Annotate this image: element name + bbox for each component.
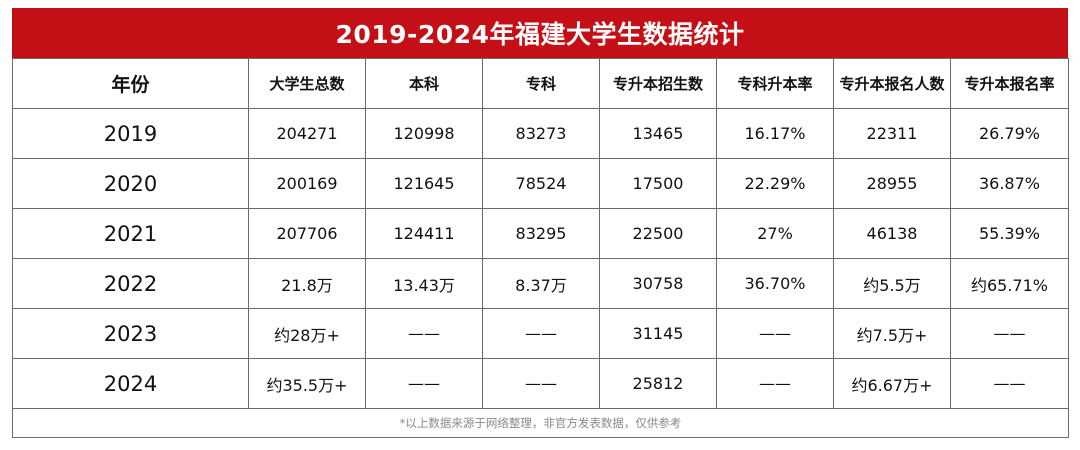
cell-upgrade-applicants: 约7.5万+ <box>833 308 951 359</box>
cell-total-students: 约28万+ <box>248 308 366 359</box>
cell-undergraduate: 121645 <box>365 158 483 209</box>
header-upgrade-rate: 专科升本率 <box>716 58 834 109</box>
cell-junior-college: 8.37万 <box>482 258 600 309</box>
cell-total-students: 约35.5万+ <box>248 358 366 409</box>
footnote: *以上数据来源于网络整理，非官方发表数据，仅供参考 <box>12 408 1069 438</box>
cell-upgrade-enrollment: 31145 <box>599 308 717 359</box>
footnote-row: *以上数据来源于网络整理，非官方发表数据，仅供参考 <box>12 408 1069 438</box>
cell-upgrade-enrollment: 22500 <box>599 208 717 259</box>
cell-upgrade-enrollment: 13465 <box>599 108 717 159</box>
table-row: 2021 207706 124411 83295 22500 27% 46138… <box>12 208 1069 259</box>
header-undergraduate: 本科 <box>365 58 483 109</box>
cell-application-rate: 55.39% <box>950 208 1069 259</box>
cell-upgrade-enrollment: 30758 <box>599 258 717 309</box>
row-year: 2021 <box>12 208 249 259</box>
cell-undergraduate: 13.43万 <box>365 258 483 309</box>
cell-undergraduate: 124411 <box>365 208 483 259</box>
cell-total-students: 204271 <box>248 108 366 159</box>
cell-junior-college: 83295 <box>482 208 600 259</box>
header-upgrade-enrollment: 专升本招生数 <box>599 58 717 109</box>
cell-application-rate: 26.79% <box>950 108 1069 159</box>
cell-upgrade-rate: —— <box>716 308 834 359</box>
row-year: 2020 <box>12 158 249 209</box>
header-junior-college: 专科 <box>482 58 600 109</box>
cell-upgrade-applicants: 22311 <box>833 108 951 159</box>
table-row: 2019 204271 120998 83273 13465 16.17% 22… <box>12 108 1069 159</box>
cell-upgrade-rate: 27% <box>716 208 834 259</box>
row-year: 2024 <box>12 358 249 409</box>
table-row: 2020 200169 121645 78524 17500 22.29% 28… <box>12 158 1069 209</box>
cell-junior-college: —— <box>482 358 600 409</box>
cell-application-rate: —— <box>950 308 1069 359</box>
cell-total-students: 21.8万 <box>248 258 366 309</box>
cell-total-students: 207706 <box>248 208 366 259</box>
row-year: 2023 <box>12 308 249 359</box>
cell-upgrade-rate: 16.17% <box>716 108 834 159</box>
table-title: 2019-2024年福建大学生数据统计 <box>12 8 1068 58</box>
row-year: 2019 <box>12 108 249 159</box>
header-row: 年份 大学生总数 本科 专科 专升本招生数 专科升本率 专升本报名人数 专升本报… <box>12 58 1069 109</box>
cell-upgrade-rate: 36.70% <box>716 258 834 309</box>
table-row: 2023 约28万+ —— —— 31145 —— 约7.5万+ —— <box>12 308 1069 359</box>
cell-upgrade-rate: 22.29% <box>716 158 834 209</box>
cell-upgrade-applicants: 46138 <box>833 208 951 259</box>
cell-upgrade-rate: —— <box>716 358 834 409</box>
cell-upgrade-applicants: 约5.5万 <box>833 258 951 309</box>
table-row: 2024 约35.5万+ —— —— 25812 —— 约6.67万+ —— <box>12 358 1069 409</box>
cell-upgrade-applicants: 28955 <box>833 158 951 209</box>
header-total-students: 大学生总数 <box>248 58 366 109</box>
cell-undergraduate: —— <box>365 358 483 409</box>
row-year: 2022 <box>12 258 249 309</box>
header-year: 年份 <box>12 58 249 109</box>
cell-application-rate: 36.87% <box>950 158 1069 209</box>
cell-undergraduate: 120998 <box>365 108 483 159</box>
header-upgrade-applicants: 专升本报名人数 <box>833 58 951 109</box>
cell-undergraduate: —— <box>365 308 483 359</box>
cell-application-rate: —— <box>950 358 1069 409</box>
data-table-card: 2019-2024年福建大学生数据统计 年份 大学生总数 本科 专科 专升本招生… <box>12 8 1069 438</box>
cell-upgrade-applicants: 约6.67万+ <box>833 358 951 409</box>
cell-upgrade-enrollment: 25812 <box>599 358 717 409</box>
cell-junior-college: 83273 <box>482 108 600 159</box>
table-row: 2022 21.8万 13.43万 8.37万 30758 36.70% 约5.… <box>12 258 1069 309</box>
header-application-rate: 专升本报名率 <box>950 58 1069 109</box>
cell-total-students: 200169 <box>248 158 366 209</box>
data-table: 年份 大学生总数 本科 专科 专升本招生数 专科升本率 专升本报名人数 专升本报… <box>12 58 1069 438</box>
cell-junior-college: 78524 <box>482 158 600 209</box>
cell-application-rate: 约65.71% <box>950 258 1069 309</box>
cell-junior-college: —— <box>482 308 600 359</box>
cell-upgrade-enrollment: 17500 <box>599 158 717 209</box>
